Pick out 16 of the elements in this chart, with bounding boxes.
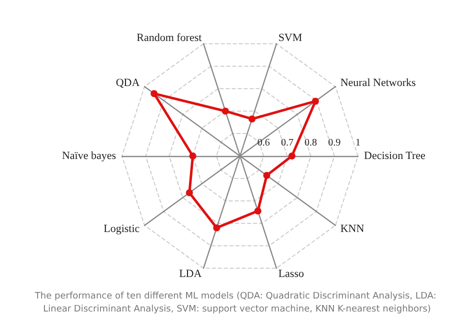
spoke-label: Neural Networks bbox=[340, 77, 416, 90]
spoke-label: KNN bbox=[340, 222, 364, 235]
spoke-label: SVM bbox=[278, 32, 302, 44]
spoke-label: LDA bbox=[179, 268, 202, 280]
y-tick-label: 1 bbox=[356, 138, 360, 148]
y-tick-label: 0.9 bbox=[328, 138, 341, 148]
y-tick-label: 0.8 bbox=[304, 138, 318, 148]
spoke-label: Logistic bbox=[104, 222, 140, 235]
spoke-label: QDA bbox=[116, 77, 140, 90]
y-tick-label: 0.7 bbox=[280, 138, 294, 148]
spoke-label: Lasso bbox=[278, 268, 304, 280]
y-tick-label: 0.6 bbox=[257, 138, 270, 148]
text: The performance of ten different ML models (QDA: Quadratic Discriminant Analysis, LDA: Linear Discriminant Analysis, SVM: support vector machine, KNN K-nearest neighbors) bbox=[34, 292, 440, 314]
spoke-label: Random forest bbox=[136, 32, 202, 44]
spoke-label: Decision Tree bbox=[364, 150, 426, 162]
spoke-label: Naïve bayes bbox=[62, 150, 116, 162]
